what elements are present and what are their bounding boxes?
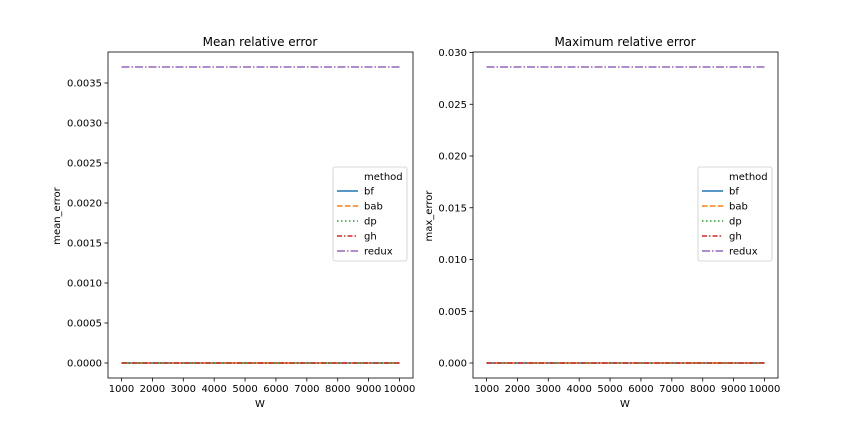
legend-label-bab: bab [729,202,748,213]
x-tick-label: 9000 [356,384,381,395]
legend: method bf bab dp gh redux [697,166,773,262]
y-tick-label: 0.0025 [67,159,102,170]
x-tick-label: 6000 [263,384,288,395]
x-tick-label: 2000 [140,384,165,395]
y-axis-label: mean_error [52,186,63,244]
x-tick-label: 4000 [201,384,226,395]
max-error-chart: Maximum relative error W max_error 1000 2… [424,35,780,410]
chart-title: Maximum relative error [554,35,695,49]
legend-label-redux: redux [729,247,758,258]
y-tick-label: 0.0030 [67,119,102,130]
x-tick-label: 7000 [294,384,319,395]
y-tick-label: 0.010 [438,255,467,266]
y-tick-label: 0.005 [438,307,467,318]
legend-label-gh: gh [364,232,377,243]
mean-error-chart: Mean relative error W mean_error 1000 200… [52,35,415,410]
x-tick-label: 9000 [721,384,746,395]
y-tick-label: 0.0000 [67,359,102,370]
y-tick-label: 0.0035 [67,79,102,90]
x-axis-label: W [620,399,630,410]
y-tick-label: 0.0015 [67,239,102,250]
y-tick-label: 0.0005 [67,319,102,330]
x-tick-label: 5000 [597,384,622,395]
legend-label-bab: bab [364,202,383,213]
x-tick-label: 1000 [474,384,499,395]
chart-title: Mean relative error [203,35,318,49]
y-tick-label: 0.025 [438,100,467,111]
legend-title: method [729,172,768,183]
y-tick-label: 0.0020 [67,199,102,210]
x-tick-label: 8000 [325,384,350,395]
y-tick-label: 0.000 [438,359,467,370]
legend-title: method [364,172,403,183]
x-tick-label: 1000 [109,384,134,395]
legend-label-dp: dp [364,217,377,228]
legend-label-bf: bf [729,187,739,198]
x-tick-label: 5000 [232,384,257,395]
y-axis-label: max_error [424,190,435,242]
x-tick-label: 8000 [690,384,715,395]
plot-frame [107,51,414,379]
y-tick-label: 0.030 [438,48,467,59]
x-tick-label: 3000 [536,384,561,395]
legend-label-bf: bf [364,187,374,198]
y-tick-label: 0.015 [438,203,467,214]
x-tick-label: 10000 [384,384,416,395]
y-tick-label: 0.0010 [67,279,102,290]
x-axis-label: W [255,399,265,410]
x-tick-label: 6000 [628,384,653,395]
y-tick-label: 0.020 [438,152,467,163]
legend-label-dp: dp [729,217,742,228]
legend: method bf bab dp gh redux [332,166,408,262]
legend-label-redux: redux [364,247,393,258]
x-tick-label: 3000 [171,384,196,395]
x-tick-label: 4000 [566,384,591,395]
legend-label-gh: gh [729,232,742,243]
plot-frame [472,51,779,379]
x-tick-label: 10000 [749,384,781,395]
x-tick-label: 7000 [659,384,684,395]
x-tick-label: 2000 [505,384,530,395]
